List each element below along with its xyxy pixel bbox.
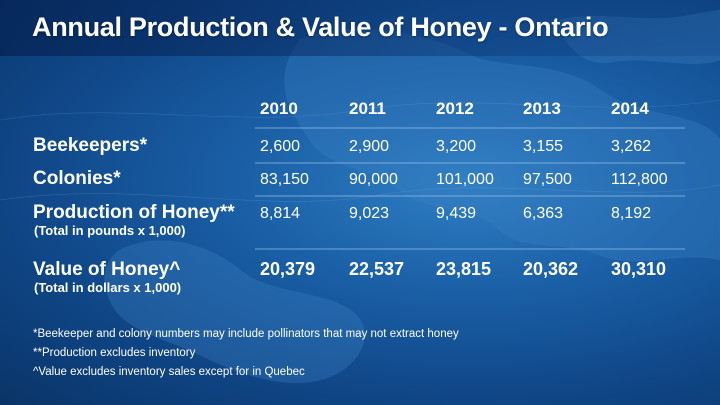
table-cell: 20,362 xyxy=(523,259,578,279)
table-cell: 9,023 xyxy=(349,205,389,222)
table-cell: 3,155 xyxy=(523,138,563,155)
column-header: 2012 xyxy=(436,99,474,118)
table-cell: 30,310 xyxy=(611,259,666,279)
column-header: 2010 xyxy=(260,99,298,118)
table-cell: 90,000 xyxy=(349,171,398,188)
row-sublabel: (Total in pounds x 1,000) xyxy=(34,223,185,238)
table-cell: 8,192 xyxy=(611,205,651,222)
footnote: *Beekeeper and colony numbers may includ… xyxy=(33,328,459,340)
table-cell: 101,000 xyxy=(436,171,494,188)
table-cell: 9,439 xyxy=(436,205,476,222)
table-cell: 3,200 xyxy=(436,138,476,155)
table-cell: 20,379 xyxy=(260,259,315,279)
row-sublabel: (Total in dollars x 1,000) xyxy=(34,280,181,295)
row-label: Beekeepers* xyxy=(33,135,148,156)
row-label: Production of Honey** xyxy=(33,202,235,223)
table-cell: 3,262 xyxy=(611,138,651,155)
table-cell: 23,815 xyxy=(436,259,491,279)
row-label: Colonies* xyxy=(33,168,121,189)
footnote: **Production excludes inventory xyxy=(33,347,196,359)
table-cell: 2,900 xyxy=(349,138,389,155)
title-band xyxy=(0,0,720,56)
page-title: Annual Production & Value of Honey - Ont… xyxy=(32,12,609,42)
table-cell: 8,814 xyxy=(260,205,300,222)
table-cell: 22,537 xyxy=(349,259,404,279)
column-header: 2014 xyxy=(611,99,649,118)
table-cell: 2,600 xyxy=(260,138,300,155)
table-cell: 83,150 xyxy=(260,171,309,188)
table-cell: 6,363 xyxy=(523,205,563,222)
column-header: 2011 xyxy=(349,99,386,118)
table-cell: 112,800 xyxy=(611,171,668,188)
footnotes: *Beekeeper and colony numbers may includ… xyxy=(33,325,673,382)
data-table: 2010 2011 2012 2013 2014 Beekeepers* 2,600 2,90… xyxy=(33,99,685,295)
table-cell: 97,500 xyxy=(523,171,572,188)
column-header: 2013 xyxy=(523,99,561,118)
row-label: Value of Honey^ xyxy=(33,259,180,280)
footnote: ^Value excludes inventory sales except f… xyxy=(33,366,305,378)
